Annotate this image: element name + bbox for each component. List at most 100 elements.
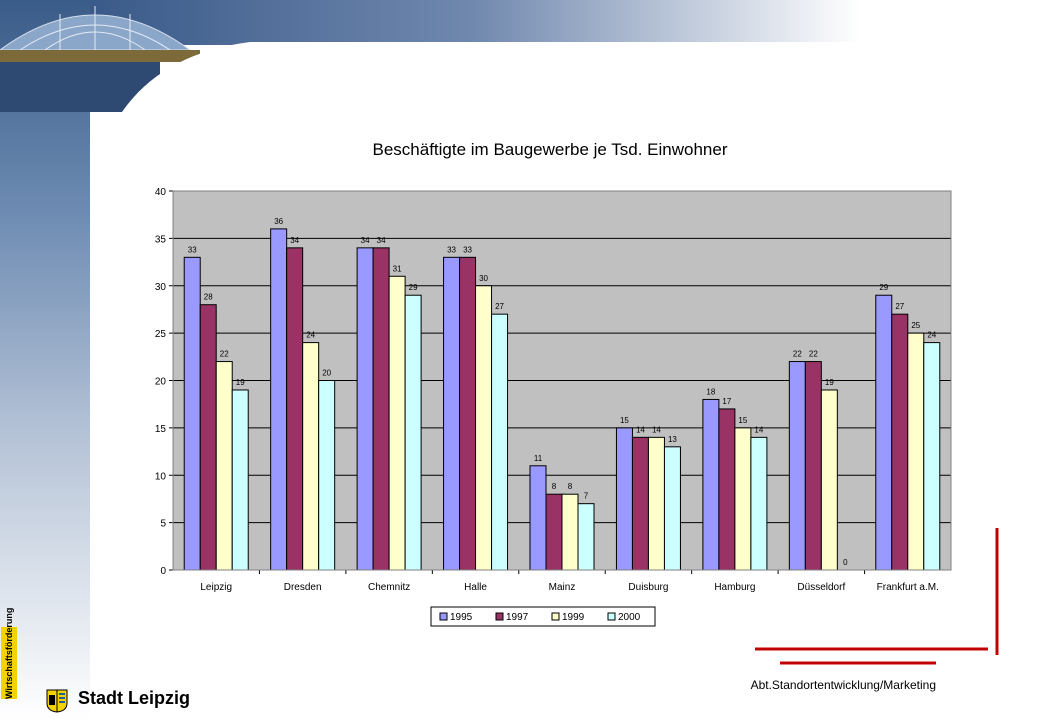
bar-1997-Frankfurt a.M. — [891, 313, 909, 571]
bar-1999-Dresden — [302, 342, 320, 571]
bar-1997-Mainz — [545, 493, 563, 571]
bar-1995-Frankfurt a.M. — [875, 294, 893, 571]
data-label: 29 — [409, 283, 418, 292]
y-tick-label: 35 — [155, 234, 167, 245]
bar-1995-Dresden — [270, 228, 288, 571]
y-tick-label: 30 — [155, 282, 167, 293]
data-label: 24 — [927, 331, 936, 340]
data-label: 34 — [377, 236, 386, 245]
bar-2000-Chemnitz — [404, 294, 422, 571]
data-label: 22 — [793, 350, 802, 359]
legend-swatch-2000 — [607, 612, 616, 621]
y-tick-label: 5 — [160, 519, 166, 530]
data-label: 15 — [620, 416, 629, 425]
bar-1999-Leipzig — [215, 361, 233, 571]
data-label: 14 — [754, 425, 763, 434]
data-label: 17 — [722, 397, 731, 406]
bar-1999-Düsseldorf — [820, 389, 838, 571]
y-tick-label: 25 — [155, 329, 167, 340]
data-label: 22 — [220, 350, 229, 359]
y-tick-label: 10 — [155, 471, 167, 482]
bar-1999-Mainz — [561, 493, 579, 571]
data-label: 22 — [809, 350, 818, 359]
data-label: 8 — [552, 482, 557, 491]
x-tick-label: Halle — [464, 582, 487, 593]
x-tick-label: Duisburg — [628, 582, 668, 593]
bar-2000-Mainz — [577, 503, 595, 571]
plot-border — [172, 190, 952, 571]
bar-1997-Leipzig — [199, 304, 217, 571]
data-label: 27 — [495, 302, 504, 311]
legend-label: 1995 — [450, 612, 473, 623]
data-label: 11 — [534, 454, 543, 463]
department-label: Abt.Standortentwicklung/Marketing — [750, 678, 936, 692]
data-label: 19 — [825, 378, 834, 387]
side-tag: Wirtschaftsförderung — [1, 608, 17, 699]
data-label: 36 — [274, 217, 283, 226]
bar-1999-Hamburg — [734, 427, 752, 571]
bar-2000-Leipzig — [231, 389, 249, 571]
bar-1995-Düsseldorf — [788, 361, 806, 571]
bar-1999-Halle — [475, 285, 493, 571]
bar-1997-Halle — [459, 256, 477, 571]
data-label: 18 — [706, 387, 715, 396]
x-tick-label: Leipzig — [200, 582, 232, 593]
data-label: 8 — [568, 482, 573, 491]
leipzig-crest-icon — [46, 689, 68, 713]
bar-2000-Frankfurt a.M. — [923, 342, 941, 571]
brand-name: Stadt Leipzig — [78, 688, 190, 708]
bar-1995-Chemnitz — [356, 247, 374, 571]
bar-1997-Duisburg — [631, 436, 649, 571]
bar-1999-Frankfurt a.M. — [907, 332, 925, 571]
data-label: 34 — [361, 236, 370, 245]
y-tick-label: 20 — [155, 377, 167, 388]
chart-title: Beschäftigte im Baugewerbe je Tsd. Einwo… — [372, 140, 728, 159]
bar-2000-Halle — [491, 313, 509, 571]
bar-1995-Halle — [443, 256, 461, 571]
data-label: 24 — [306, 331, 315, 340]
x-tick-label: Mainz — [549, 582, 576, 593]
bar-1997-Düsseldorf — [804, 361, 822, 571]
bar-2000-Hamburg — [750, 436, 768, 571]
bar-1997-Dresden — [286, 247, 304, 571]
bar-1995-Leipzig — [183, 256, 201, 571]
data-label: 0 — [843, 558, 848, 567]
data-label: 29 — [879, 283, 888, 292]
y-tick-label: 0 — [160, 566, 166, 577]
bar-1995-Duisburg — [615, 427, 633, 571]
data-label: 28 — [204, 293, 213, 302]
legend-label: 1999 — [562, 612, 585, 623]
x-tick-label: Düsseldorf — [797, 582, 845, 593]
bar-1999-Duisburg — [647, 436, 665, 571]
legend — [430, 606, 656, 627]
x-tick-label: Hamburg — [714, 582, 755, 593]
data-label: 30 — [479, 274, 488, 283]
legend-label: 1997 — [506, 612, 529, 623]
x-tick-label: Dresden — [284, 582, 322, 593]
bar-2000-Dresden — [318, 380, 336, 571]
decorative-red-lines — [755, 528, 999, 665]
y-tick-label: 15 — [155, 424, 167, 435]
legend-swatch-1999 — [551, 612, 560, 621]
bar-1999-Chemnitz — [388, 275, 406, 571]
data-label: 33 — [463, 245, 472, 254]
bar-1995-Hamburg — [702, 398, 720, 571]
data-label: 31 — [393, 264, 402, 273]
y-tick-label: 40 — [155, 187, 167, 198]
x-tick-label: Frankfurt a.M. — [877, 582, 939, 593]
data-label: 14 — [636, 425, 645, 434]
bar-2000-Duisburg — [663, 446, 681, 571]
data-label: 14 — [652, 425, 661, 434]
data-label: 19 — [236, 378, 245, 387]
data-label: 15 — [738, 416, 747, 425]
legend-label: 2000 — [618, 612, 641, 623]
x-tick-label: Chemnitz — [368, 582, 410, 593]
data-label: 13 — [668, 435, 677, 444]
bar-1997-Hamburg — [718, 408, 736, 571]
bar-1995-Mainz — [529, 465, 547, 571]
data-label: 33 — [447, 245, 456, 254]
data-label: 25 — [911, 321, 920, 330]
legend-swatch-1997 — [495, 612, 504, 621]
data-label: 33 — [188, 245, 197, 254]
